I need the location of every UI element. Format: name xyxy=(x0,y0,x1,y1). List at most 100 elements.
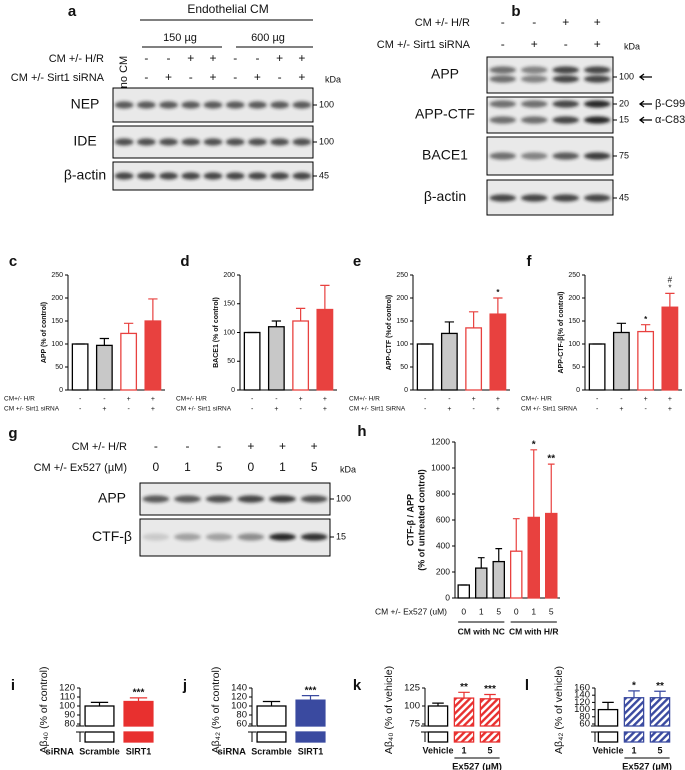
x-row-value: - xyxy=(424,396,427,403)
bar xyxy=(492,560,505,599)
band xyxy=(292,138,312,146)
error-bar xyxy=(547,463,555,514)
band xyxy=(552,100,579,108)
band-marker: β-C99 xyxy=(655,98,685,110)
kda-value: 15 xyxy=(336,531,346,541)
band xyxy=(292,101,312,109)
panel-letter: e xyxy=(353,253,361,270)
condition-label: CM +/- Sirt1 siRNA xyxy=(377,39,471,51)
band xyxy=(521,75,548,83)
group-label: 600 µg xyxy=(251,32,285,44)
panel-letter: d xyxy=(180,253,189,270)
significance: * xyxy=(668,284,671,293)
x-row-label: CM +/- Sirt1 siRNA xyxy=(176,406,232,413)
significance: *** xyxy=(484,684,496,695)
band xyxy=(174,495,201,503)
bar xyxy=(416,343,434,391)
band-label: APP xyxy=(431,66,459,82)
y-tick-label: 50 xyxy=(227,358,235,365)
x-row-label: CM +/- Sirt1 SiRNA xyxy=(521,406,578,413)
band xyxy=(159,172,178,180)
x-row-label: CM+/- H/R xyxy=(4,396,35,403)
y-tick-label: 120 xyxy=(59,683,75,694)
band xyxy=(552,194,579,202)
bar-stub xyxy=(597,731,619,743)
condition-value: - xyxy=(189,70,193,84)
condition-value: - xyxy=(186,439,190,453)
band-label: APP xyxy=(98,490,126,506)
band xyxy=(270,101,289,109)
bar xyxy=(509,550,523,599)
panel-letter: c xyxy=(9,253,17,270)
bar-stub xyxy=(453,731,475,743)
band xyxy=(521,152,548,160)
error-bar xyxy=(640,324,651,332)
bar xyxy=(427,705,449,727)
band xyxy=(237,533,265,541)
error-bar xyxy=(495,548,503,562)
condition-value: + xyxy=(531,37,538,51)
band xyxy=(489,66,516,74)
kda-value: 75 xyxy=(619,150,629,160)
y-axis-label: Aβ₄₂ (% of vehicle) xyxy=(553,666,565,754)
bar xyxy=(597,708,619,727)
band xyxy=(159,138,178,146)
bar-stub xyxy=(479,731,501,743)
y-axis-label: APP-CTF (%of control) xyxy=(386,295,393,370)
x-row-value: - xyxy=(103,396,106,403)
y-tick-label: 80 xyxy=(64,719,75,730)
band-label: APP-CTF xyxy=(415,106,475,122)
band xyxy=(584,116,611,124)
condition-value: 1 xyxy=(184,460,191,474)
group-label: CM with NC xyxy=(458,626,505,636)
y-tick-label: 1200 xyxy=(431,436,450,446)
band xyxy=(584,75,611,83)
kda-value: 45 xyxy=(319,170,329,180)
condition-value: 0 xyxy=(152,460,159,474)
band xyxy=(248,138,267,146)
band xyxy=(181,138,201,146)
x-row-value: + xyxy=(668,396,672,403)
y-tick-label: 140 xyxy=(574,690,590,701)
band xyxy=(114,172,134,180)
x-row-value: - xyxy=(472,406,475,413)
condition-value: + xyxy=(247,439,254,453)
y-tick-label: 50 xyxy=(572,364,580,371)
blot-strip xyxy=(139,482,331,516)
y-tick-label: 80 xyxy=(236,710,247,721)
bar xyxy=(649,697,671,727)
y-tick-label: 0 xyxy=(404,387,408,394)
band xyxy=(225,138,245,146)
band xyxy=(114,138,134,146)
bar xyxy=(267,326,285,391)
band xyxy=(237,495,265,503)
condition-value: - xyxy=(217,439,221,453)
bar xyxy=(612,331,630,391)
band-label: IDE xyxy=(73,133,96,149)
kda-label: kDa xyxy=(325,74,341,84)
band-label: β-actin xyxy=(424,188,466,204)
error-bar xyxy=(616,322,627,333)
band xyxy=(584,194,611,202)
blot-header: Endothelial CM xyxy=(187,2,268,16)
band xyxy=(203,172,223,180)
band xyxy=(137,172,156,180)
bar xyxy=(95,344,113,391)
arrow xyxy=(638,73,652,81)
x-tick-label: 5 xyxy=(657,745,662,755)
band-label: BACE1 xyxy=(422,147,468,163)
panel-letter: k xyxy=(353,677,362,694)
error-bar xyxy=(90,701,109,706)
x-row-value: 0 xyxy=(514,606,519,616)
band xyxy=(205,495,233,503)
error-bar xyxy=(484,693,496,699)
x-row-label: CM +/- Ex527 (uM) xyxy=(375,606,447,616)
band xyxy=(300,533,328,541)
error-bar xyxy=(654,690,666,698)
significance: * xyxy=(496,288,500,297)
band xyxy=(521,194,548,202)
x-row-value: - xyxy=(596,406,599,413)
condition-value: + xyxy=(298,70,305,84)
